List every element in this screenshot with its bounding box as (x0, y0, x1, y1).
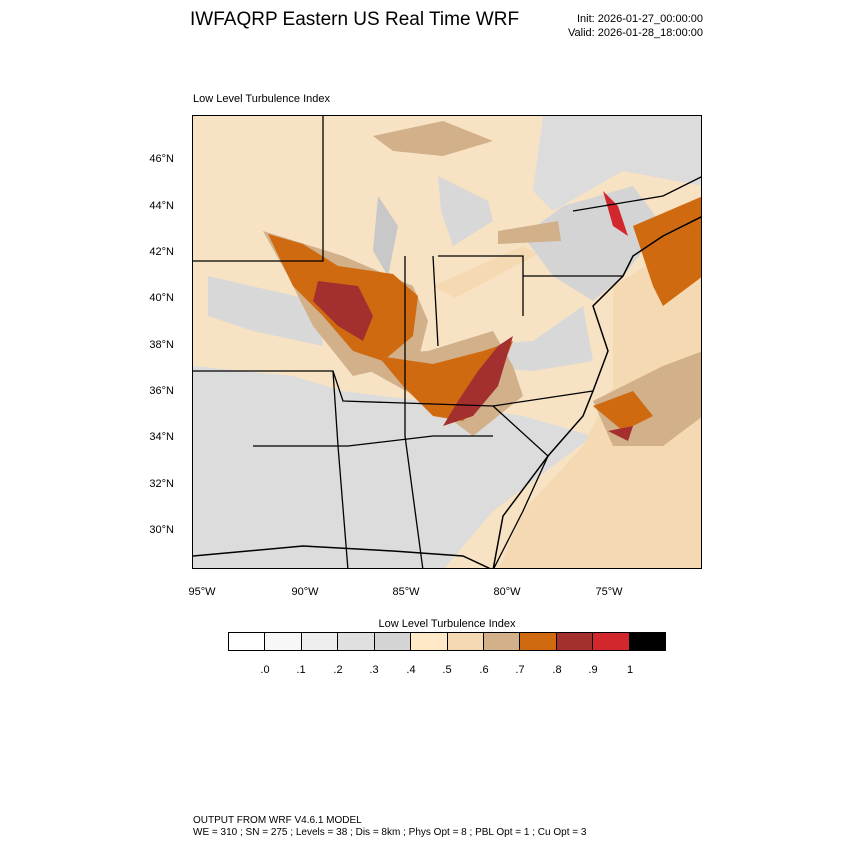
footer-config-line: WE = 310 ; SN = 275 ; Levels = 38 ; Dis … (193, 827, 587, 838)
lon-label-75: 75°W (595, 586, 623, 598)
legend-box-6 (447, 633, 484, 650)
legend-box-4 (374, 633, 412, 650)
state-boundary-ohio-west (432, 255, 439, 347)
legend-tick-9: .9 (588, 664, 598, 676)
low-index-region-northeast (523, 186, 663, 301)
lon-label-95: 95°W (188, 586, 216, 598)
legend-tick-6: .6 (479, 664, 489, 676)
lat-label-44: 44°N (149, 200, 174, 212)
severe-cell-offshore (608, 426, 633, 441)
coastline (193, 216, 701, 568)
lake-superior (373, 121, 493, 156)
legend-tick-0: .0 (260, 664, 270, 676)
severe-cell-northeast (603, 191, 628, 236)
state-boundary-iowa-minnesota (193, 116, 324, 262)
lat-label-42: 42°N (149, 246, 174, 258)
valid-time: Valid: 2026-01-28_18:00:00 (568, 27, 703, 39)
legend-box-3 (338, 633, 375, 650)
map-frame (192, 115, 702, 569)
legend-box-0 (229, 633, 266, 650)
legend-box-11 (629, 633, 666, 650)
legend-box-10 (593, 633, 630, 650)
lat-label-46: 46°N (149, 153, 174, 165)
lat-label-38: 38°N (149, 339, 174, 351)
lake-erie (433, 246, 538, 298)
ocean-region (498, 199, 701, 568)
high-band-atlantic (633, 196, 701, 306)
state-boundary-ohio-pa (438, 255, 524, 316)
panel-label: Low Level Turbulence Index (193, 93, 330, 105)
state-boundary-new-england (572, 176, 701, 212)
legend-tick-1: .1 (296, 664, 306, 676)
low-index-region-west (208, 276, 323, 346)
lat-label-30: 30°N (149, 524, 174, 536)
legend-tick-7: .7 (515, 664, 525, 676)
state-boundaries (193, 116, 701, 568)
lat-label-32: 32°N (149, 478, 174, 490)
lake-michigan (373, 196, 398, 276)
state-boundary-indiana-alabama (404, 256, 424, 568)
lon-label-90: 90°W (291, 586, 319, 598)
severe-core-virginia (443, 336, 513, 426)
legend-tick-2: .2 (333, 664, 343, 676)
legend-box-8 (520, 633, 557, 650)
severe-core-illinois (313, 281, 373, 341)
legend-title: Low Level Turbulence Index (378, 618, 516, 630)
state-boundary-tn-line (193, 370, 594, 407)
lon-label-85: 85°W (392, 586, 420, 598)
legend-box-9 (556, 633, 594, 650)
lake-ontario (498, 221, 561, 244)
legend-box-5 (411, 633, 448, 650)
legend-tick-5: .5 (442, 664, 452, 676)
legend-box-7 (483, 633, 521, 650)
plot-title: IWFAQRP Eastern US Real Time WRF (190, 9, 520, 30)
lake-huron (438, 176, 493, 246)
legend-tick-10: 1 (626, 664, 634, 676)
lat-label-40: 40°N (149, 292, 174, 304)
lat-label-36: 36°N (149, 385, 174, 397)
state-boundary-carolinas (492, 405, 549, 568)
high-band-offshore (593, 391, 653, 431)
legend-tick-4: .4 (406, 664, 416, 676)
legend-tick-3: .3 (369, 664, 379, 676)
legend-tick-8: .8 (552, 664, 562, 676)
low-index-region-canada (533, 116, 701, 211)
turbulence-map (193, 116, 701, 568)
legend-box-1 (265, 633, 302, 650)
legend-colorbar (228, 632, 666, 651)
state-boundary-gulf-states (253, 435, 493, 447)
lat-label-34: 34°N (149, 431, 174, 443)
legend-box-2 (301, 633, 339, 650)
lon-label-80: 80°W (493, 586, 521, 598)
init-time: Init: 2026-01-27_00:00:00 (577, 13, 703, 25)
footer-model-line: OUTPUT FROM WRF V4.6.1 MODEL (193, 815, 362, 826)
